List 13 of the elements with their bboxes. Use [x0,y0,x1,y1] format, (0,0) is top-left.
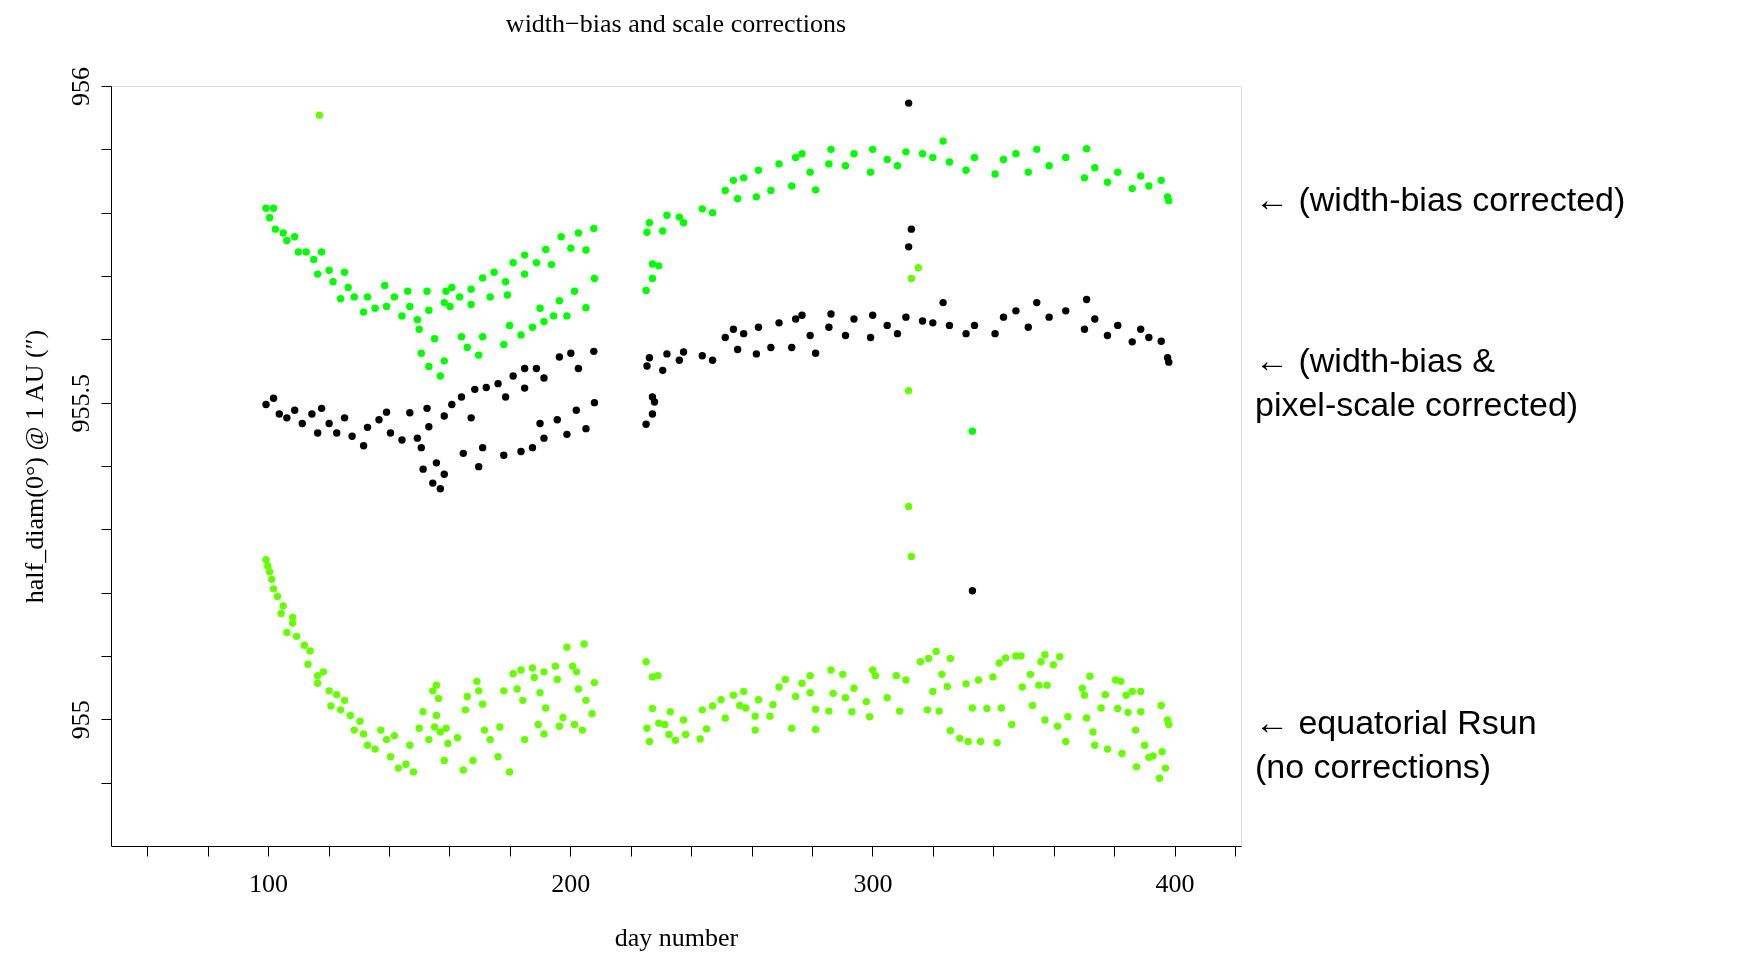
x-tick-label: 100 [249,868,289,898]
x-axis-title: day number [614,922,739,952]
y-tick-label: 955.5 [65,373,95,433]
y-axis-title: half_diam(0°) @ 1 AU (″) [19,329,49,604]
x-tick-label: 300 [853,868,893,898]
text: ← (width-bias corrected) [1255,179,1626,218]
text: ← equatorial Rsun (no corrections) [1255,703,1537,786]
y-tick-label: 955 [65,700,95,740]
x-tick-label: 400 [1155,868,1195,898]
x-tick-label: 200 [551,868,591,898]
y-tick-label: 956 [65,67,95,106]
text: ← (width-bias & pixel-scale corrected) [1255,341,1579,424]
chart-title: width−bias and scale corrections [505,8,847,38]
